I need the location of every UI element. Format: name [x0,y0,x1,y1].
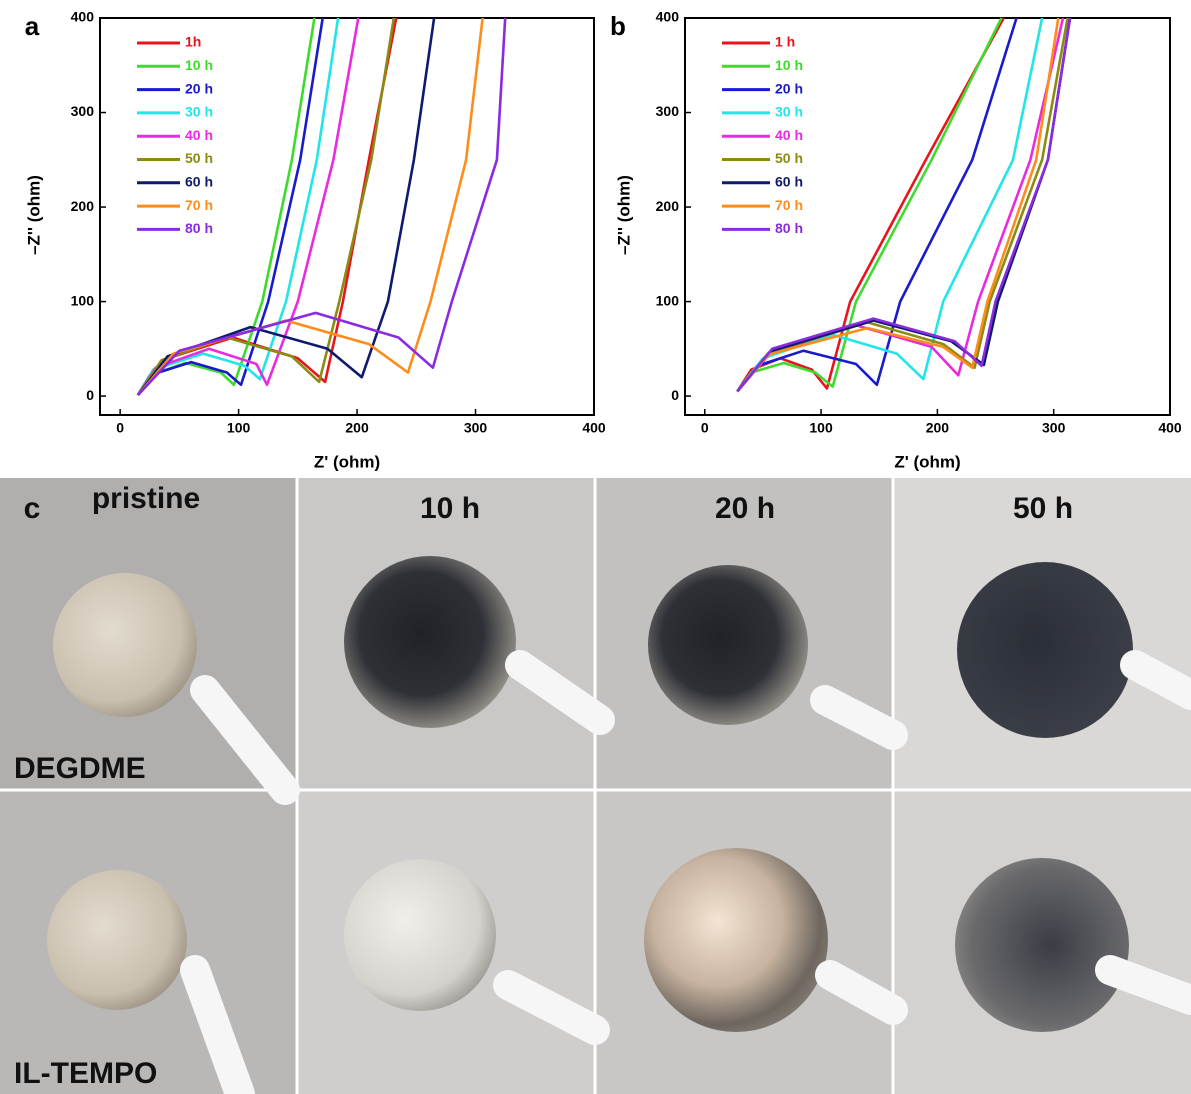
legend-label: 30 h [185,104,213,120]
y-tick-label: 400 [656,9,680,25]
y-tick-label: 300 [656,103,680,119]
panel-label: a [25,11,40,41]
column-label: 10 h [420,492,480,525]
legend-label: 50 h [775,150,803,166]
x-tick-label: 0 [701,420,709,436]
y-tick-label: 100 [656,292,680,308]
legend-label: 10 h [185,57,213,73]
legend-label: 80 h [775,220,803,236]
figure: c pristine 10 h 20 h 50 h DEGDME IL-TEMP… [0,0,1191,1094]
x-tick-label: 300 [1042,420,1066,436]
row-label: IL-TEMPO [14,1057,157,1090]
legend-label: 70 h [775,197,803,213]
chart: 0 100 200 300 400 0 100 200 300 400 Z' (ohm) –Z'' (… [24,9,605,472]
x-tick-label: 400 [582,420,606,436]
x-axis-label: Z' (ohm) [894,452,960,471]
column-label: 50 h [1013,492,1073,525]
y-tick-label: 400 [71,9,95,25]
chart: 0 100 200 300 400 0 100 200 300 400 Z' (ohm) –Z'' (… [610,9,1182,472]
legend-label: 40 h [775,127,803,143]
y-tick-label: 0 [86,387,94,403]
y-axis-label: –Z'' (ohm) [24,175,43,255]
y-axis-label: –Z'' (ohm) [614,175,633,255]
legend-label: 50 h [185,150,213,166]
legend-label: 20 h [185,80,213,96]
x-tick-label: 300 [464,420,488,436]
legend-label: 10 h [775,57,803,73]
x-tick-label: 100 [227,420,251,436]
row-label: DEGDME [14,752,146,785]
legend-label: 1 h [775,34,795,50]
y-tick-label: 100 [71,292,95,308]
x-tick-label: 0 [116,420,124,436]
column-label: 20 h [715,492,775,525]
legend-label: 40 h [185,127,213,143]
legend-label: 80 h [185,220,213,236]
x-tick-label: 400 [1158,420,1182,436]
legend-label: 60 h [185,174,213,190]
y-tick-label: 200 [71,198,95,214]
panel-label: c [24,492,41,525]
y-tick-label: 0 [671,387,679,403]
legend-label: 60 h [775,174,803,190]
y-tick-label: 300 [71,103,95,119]
legend-label: 70 h [185,197,213,213]
x-tick-label: 200 [345,420,369,436]
y-tick-label: 200 [656,198,680,214]
x-axis-label: Z' (ohm) [314,452,380,471]
column-label: pristine [92,482,200,515]
data-line [138,18,434,395]
x-tick-label: 100 [809,420,833,436]
photo-grid: c pristine 10 h 20 h 50 h DEGDME IL-TEMP… [0,478,1191,1094]
plot-frame [685,18,1170,415]
legend-label: 20 h [775,80,803,96]
legend-label: 30 h [775,104,803,120]
panel-label: b [610,11,626,41]
legend-label: 1h [185,34,201,50]
x-tick-label: 200 [926,420,950,436]
